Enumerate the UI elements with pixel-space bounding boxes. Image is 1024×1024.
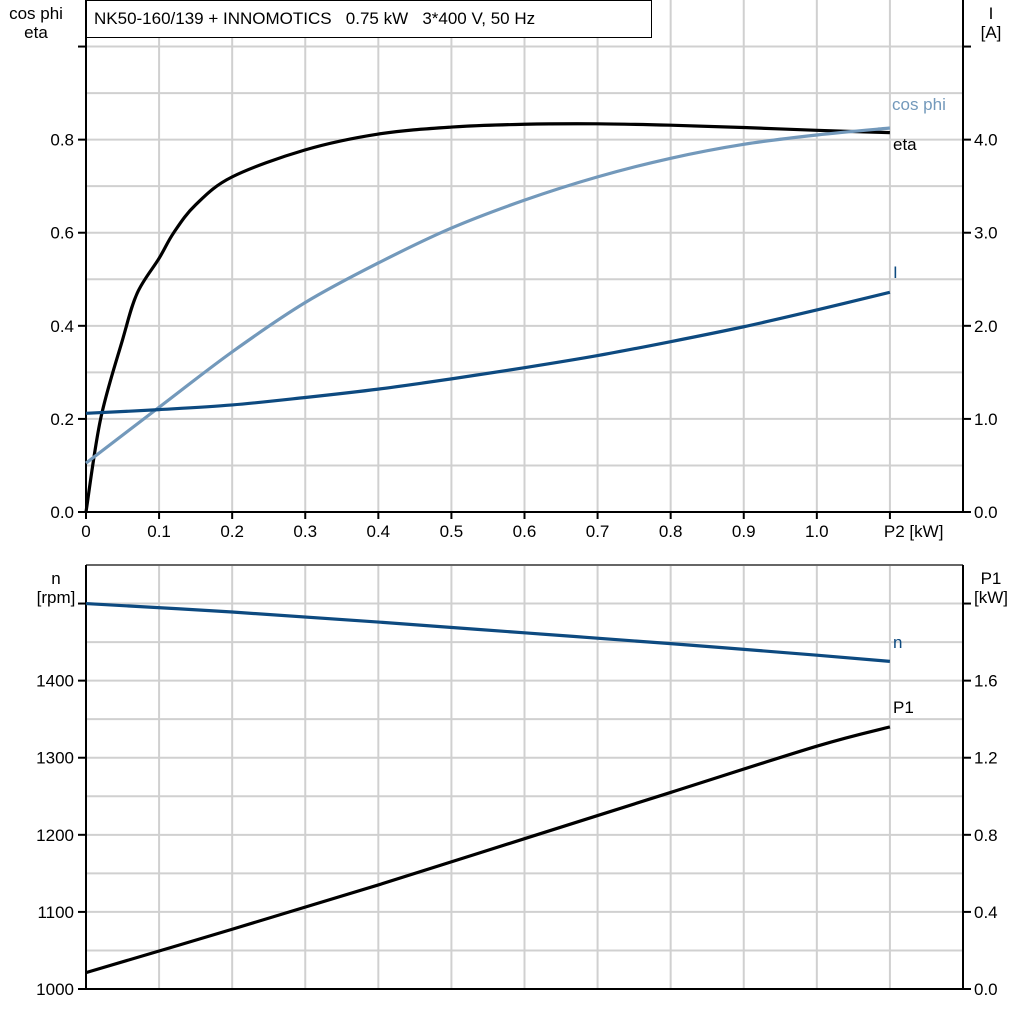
x-tick-label: 0.3 bbox=[293, 522, 317, 541]
series-n-line bbox=[85, 601, 891, 663]
series-p1-line bbox=[85, 725, 891, 975]
top-left-tick-label: 0.4 bbox=[50, 317, 74, 336]
top-right-tick-label: 4.0 bbox=[974, 131, 998, 150]
bottom-right-tick-label: 0.8 bbox=[974, 826, 998, 845]
series-cos-phi-label: cos phi bbox=[892, 95, 946, 114]
top-right-tick-label: 2.0 bbox=[974, 317, 998, 336]
top-left-axis-label: cos phi bbox=[9, 4, 63, 23]
top-right-axis-label: [A] bbox=[981, 23, 1002, 42]
chart-title: NK50-160/139 + INNOMOTICS 0.75 kW 3*400 … bbox=[86, 0, 652, 38]
series-n-label: n bbox=[893, 633, 902, 652]
x-tick-label: 0.5 bbox=[440, 522, 464, 541]
x-tick-label: 0 bbox=[81, 522, 90, 541]
bottom-left-axis-label: n bbox=[51, 569, 60, 588]
x-tick-label: 0.2 bbox=[220, 522, 244, 541]
series-eta-label: eta bbox=[893, 135, 917, 154]
series-eta-line bbox=[84, 122, 890, 513]
bottom-right-axis-label: [kW] bbox=[974, 588, 1008, 607]
bottom-right-tick-label: 1.6 bbox=[974, 672, 998, 691]
top-left-axis-label: eta bbox=[24, 23, 48, 42]
top-right-tick-label: 0.0 bbox=[974, 503, 998, 522]
x-tick-label: 0.1 bbox=[147, 522, 171, 541]
top-left-tick-label: 0.0 bbox=[50, 503, 74, 522]
x-tick-label: 0.7 bbox=[586, 522, 610, 541]
x-tick-label: 0.9 bbox=[732, 522, 756, 541]
bottom-right-axis-label: P1 bbox=[981, 569, 1002, 588]
x-tick-label: 0.4 bbox=[367, 522, 391, 541]
bottom-right-tick-label: 0.4 bbox=[974, 903, 998, 922]
series-cos-phi-line bbox=[85, 126, 891, 465]
top-right-tick-label: 1.0 bbox=[974, 410, 998, 429]
series-i-label: I bbox=[893, 263, 898, 282]
bottom-left-tick-label: 1200 bbox=[36, 826, 74, 845]
x-tick-label: 0.6 bbox=[513, 522, 537, 541]
bottom-left-axis-label: [rpm] bbox=[37, 588, 76, 607]
series-p1-label: P1 bbox=[893, 698, 914, 717]
bottom-right-tick-label: 0.0 bbox=[974, 980, 998, 999]
top-right-tick-label: 3.0 bbox=[974, 224, 998, 243]
x-tick-label: 0.8 bbox=[659, 522, 683, 541]
top-right-axis-label: I bbox=[989, 4, 994, 23]
bottom-left-tick-label: 1100 bbox=[37, 903, 74, 922]
bottom-left-tick-label: 1300 bbox=[36, 749, 74, 768]
top-left-tick-label: 0.6 bbox=[50, 224, 74, 243]
series-i-line bbox=[85, 290, 891, 415]
top-left-tick-label: 0.8 bbox=[50, 131, 74, 150]
bottom-left-tick-label: 1000 bbox=[36, 980, 74, 999]
top-left-tick-label: 0.2 bbox=[50, 410, 74, 429]
bottom-left-tick-label: 1400 bbox=[36, 672, 74, 691]
x-axis-label: P2 [kW] bbox=[884, 522, 944, 541]
x-tick-label: 1.0 bbox=[805, 522, 829, 541]
bottom-right-tick-label: 1.2 bbox=[974, 749, 998, 768]
